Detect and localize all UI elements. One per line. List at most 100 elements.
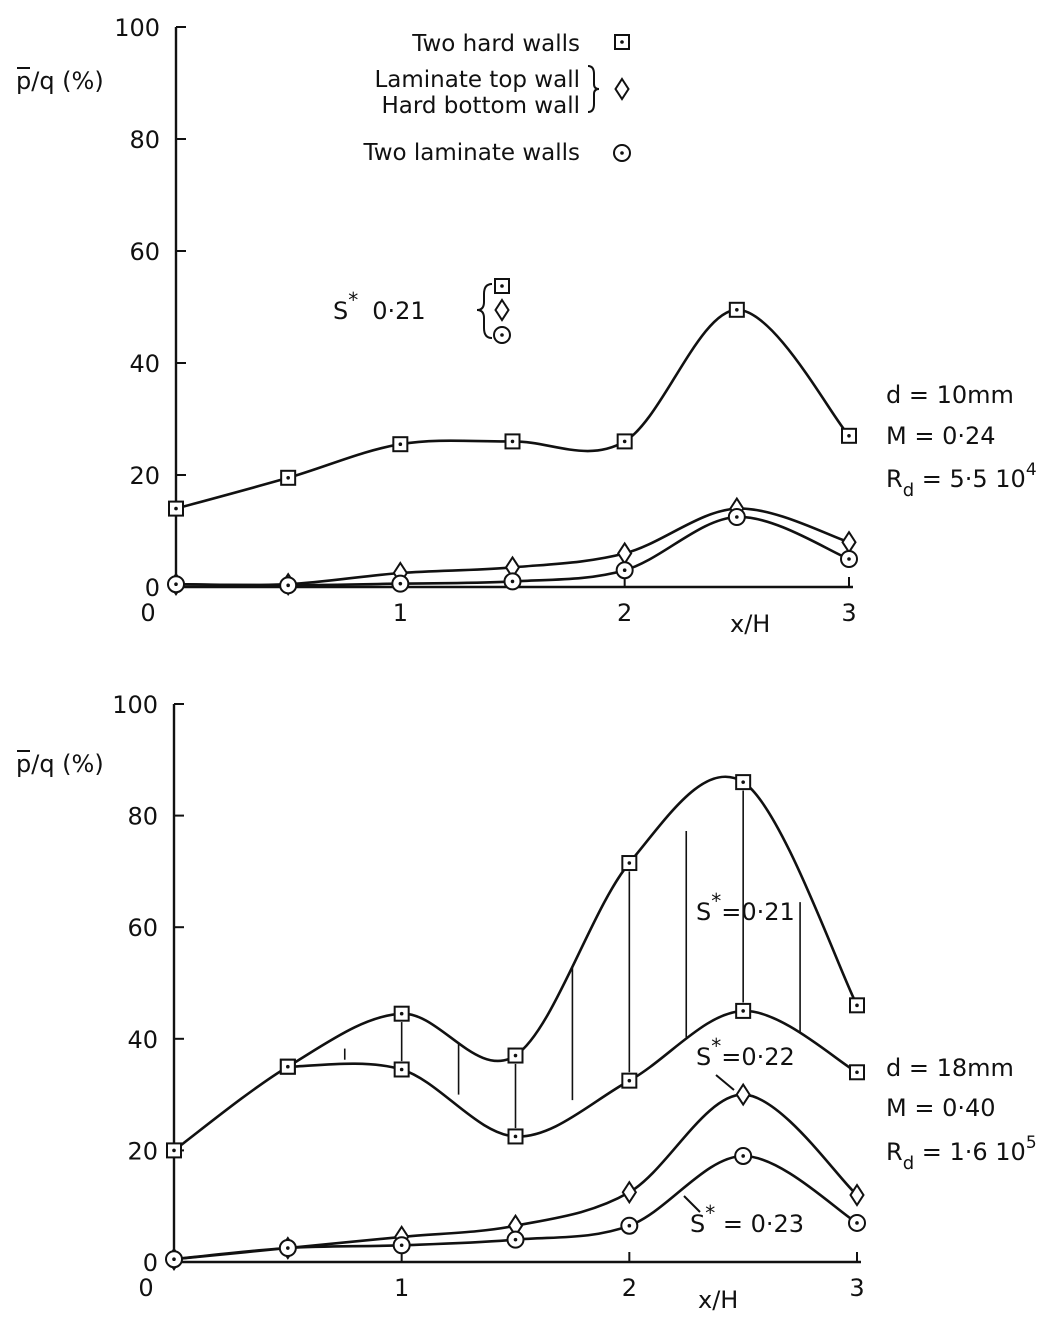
condition-text: Rd = 1·6 105 (886, 1133, 1037, 1174)
series-circle-dot (165, 1146, 866, 1269)
s-note-marker (494, 298, 510, 322)
x-tick-label: 1 (394, 1274, 409, 1302)
data-point (279, 576, 298, 595)
data-point (735, 1082, 751, 1107)
y-axis-label: p/q (%) (16, 750, 104, 778)
condition-text: Rd = 5·5 104 (886, 460, 1037, 501)
legend-marker (614, 77, 630, 101)
data-point (616, 541, 633, 566)
data-point (621, 855, 638, 872)
condition-text: d = 18mm (886, 1054, 1014, 1082)
y-tick-label: 100 (114, 14, 160, 42)
x-axis-label: x/H (730, 610, 770, 638)
data-point (848, 1213, 866, 1232)
data-point (392, 1236, 411, 1255)
x-tick-label: 2 (617, 599, 632, 627)
data-point (840, 550, 858, 568)
conditions: d = 18mm M = 0·40 Rd = 1·6 105 (886, 1054, 1037, 1174)
data-point (849, 1183, 865, 1207)
data-point (278, 1239, 297, 1258)
s-note-label: S* 0·21 (333, 288, 426, 325)
data-point (616, 433, 633, 450)
legend-label: Hard bottom wall (381, 93, 580, 119)
legend-label: Two hard walls (411, 31, 580, 57)
series-circle-dot (167, 508, 858, 595)
legend-entry: Two hard walls (411, 31, 630, 57)
chart-panel-bottom: 0 20 40 60 80 100 0 1 2 3 p/q (%) x/H S*=0·21 S*=0·22… (16, 691, 1037, 1314)
data-point (620, 1216, 639, 1235)
s-star-label: S*=0·21 (696, 889, 795, 926)
legend-label: Two laminate walls (362, 140, 580, 166)
data-point (166, 1142, 182, 1159)
y-tick-label: 80 (127, 803, 158, 831)
y-tick-label: 60 (129, 238, 160, 266)
data-point (393, 1005, 410, 1022)
data-point (841, 427, 857, 444)
series-square-dot (168, 301, 857, 517)
condition-text: d = 10mm (886, 381, 1014, 409)
y-tick-label: 100 (112, 691, 158, 719)
legend-entry: Two laminate walls (362, 140, 631, 166)
series-line (173, 775, 859, 1152)
data-point (728, 301, 745, 318)
condition-text: M = 0·40 (886, 1094, 996, 1122)
data-point (734, 1146, 753, 1165)
series-line (175, 308, 850, 510)
legend-marker (614, 34, 630, 50)
data-point (621, 1180, 638, 1205)
chart-panel-top: 0 20 40 60 80 100 0 1 2 3 p/q (%) x/H Two hard walls… (16, 14, 1037, 638)
s-note: S* 0·21 (333, 278, 511, 344)
data-point (393, 1061, 410, 1078)
data-point (727, 508, 746, 526)
data-point (507, 1047, 524, 1064)
x-tick-label: 0 (138, 1274, 153, 1302)
y-tick-label: 0 (143, 1249, 158, 1277)
leader-line (715, 1074, 735, 1091)
leader-line (683, 1195, 701, 1213)
legend-brace (587, 65, 600, 113)
data-point (615, 561, 634, 580)
series-square-dot (279, 1002, 865, 1145)
data-point (167, 575, 185, 594)
s-star-label: S* = 0·23 (690, 1201, 804, 1238)
y-tick-label: 40 (127, 1026, 158, 1054)
data-point (168, 500, 184, 517)
data-point (507, 1128, 524, 1145)
annotations: S*=0·21 S*=0·22 S* = 0·23 (683, 889, 804, 1238)
y-axis-label: p/q (%) (16, 67, 104, 95)
conditions: d = 10mm M = 0·24 Rd = 5·5 104 (886, 381, 1037, 501)
y-tick-label: 60 (127, 914, 158, 942)
x-axis-label: x/H (698, 1286, 738, 1314)
s-note-marker (494, 278, 510, 294)
legend-label: Laminate top wall (374, 67, 580, 93)
data-point (391, 574, 410, 593)
condition-text: M = 0·24 (886, 422, 996, 450)
data-point (503, 572, 522, 591)
x-tick-label: 0 (140, 599, 155, 627)
y-tick-label: 20 (127, 1137, 158, 1165)
data-point (849, 997, 865, 1014)
y-tick-label: 20 (129, 462, 160, 490)
y-tick-label: 80 (129, 126, 160, 154)
s-star-label: S*=0·22 (696, 1034, 795, 1071)
y-tick-label: 40 (129, 350, 160, 378)
s-note-marker (493, 326, 511, 344)
data-point (841, 530, 857, 555)
data-point (165, 1250, 183, 1269)
x-tick-label: 1 (393, 599, 408, 627)
x-tick-label: 3 (841, 599, 856, 627)
s-note-brace (476, 283, 493, 339)
data-point (735, 774, 752, 791)
data-point (279, 1058, 296, 1075)
data-point (392, 436, 409, 453)
data-point (280, 469, 297, 486)
data-point (849, 1064, 865, 1081)
legend-marker (613, 144, 631, 162)
data-point (621, 1072, 638, 1089)
data-point (504, 433, 521, 450)
y-tick-label: 0 (145, 574, 160, 602)
x-tick-label: 2 (622, 1274, 637, 1302)
